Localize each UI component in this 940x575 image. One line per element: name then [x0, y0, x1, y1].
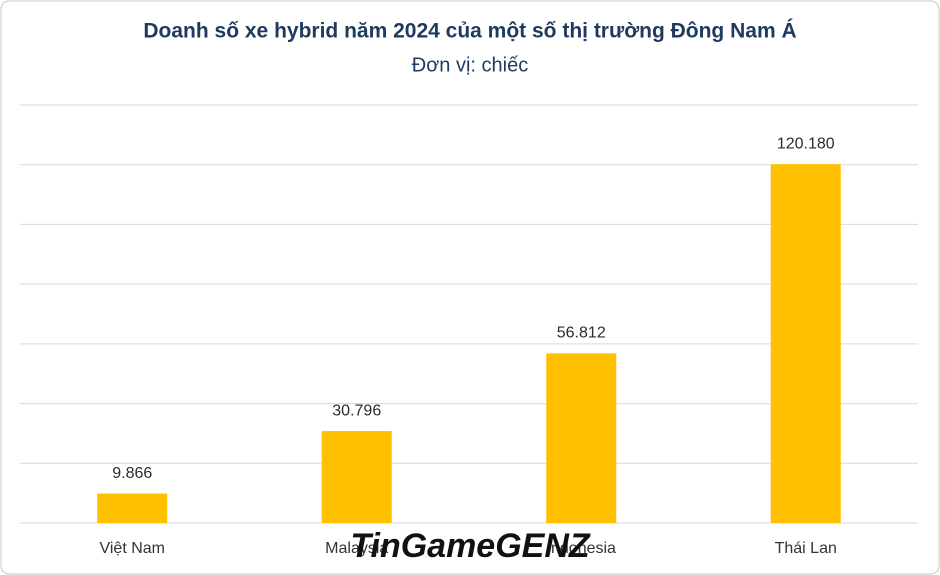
x-tick-label: Indonesia: [547, 540, 616, 557]
value-label: 9.866: [112, 465, 152, 482]
value-label: 120.180: [777, 135, 835, 152]
value-label: 30.796: [332, 402, 381, 419]
watermark: TinGameGENZ: [350, 527, 591, 565]
bar: [97, 493, 168, 523]
x-tick-label: Việt Nam: [99, 540, 165, 557]
value-label: 56.812: [557, 325, 606, 342]
x-tick-label: Thái Lan: [775, 540, 837, 557]
x-tick-label: Malaysia: [325, 540, 388, 557]
bar: [546, 353, 617, 523]
chart-title: Doanh số xe hybrid năm 2024 của một số t…: [143, 20, 796, 43]
bar: [321, 431, 392, 523]
bar: [770, 164, 841, 523]
chart-subtitle: Đơn vị: chiếc: [412, 54, 528, 76]
